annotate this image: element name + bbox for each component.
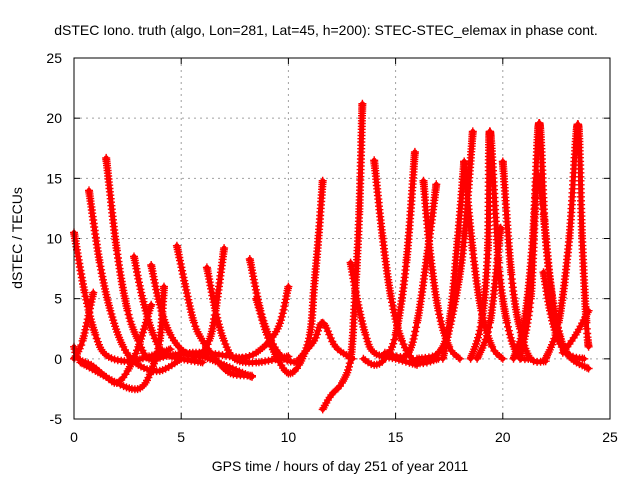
y-tick-label: 25 [46,50,62,66]
x-tick-label: 20 [495,429,511,445]
y-tick-label: 15 [46,170,62,186]
series-line [86,187,184,374]
plot-border [73,57,611,420]
y-tick-label: 0 [54,351,62,367]
x-tick-label: 10 [281,429,297,445]
series-line [320,101,365,412]
y-tick-label: 10 [46,231,62,247]
y-tick-label: 20 [46,110,62,126]
axis-ticks: 0 5 10 15 20 25 -5 0 5 10 15 20 25 [46,50,618,445]
series-line [360,149,418,368]
x-tick-label: 15 [388,429,404,445]
x-tick-label: 0 [70,429,78,445]
series-line [517,172,566,362]
y-axis-label: dSTEC / TECUs [9,187,25,289]
x-axis-label: GPS time / hours of day 251 of year 2011 [212,458,469,474]
x-tick-label: 25 [602,429,618,445]
chart-title: dSTEC Iono. truth (algo, Lon=281, Lat=45… [54,22,598,38]
x-tick-label: 5 [177,429,185,445]
y-tick-label: 5 [54,291,62,307]
y-tick-label: -5 [50,411,63,427]
series-group [70,99,593,414]
